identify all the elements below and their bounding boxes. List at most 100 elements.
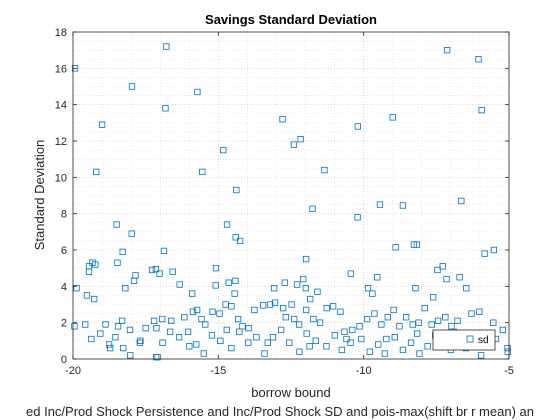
data-point <box>331 332 339 339</box>
data-point <box>159 339 166 346</box>
data-point <box>266 301 274 308</box>
data-point <box>295 321 303 328</box>
data-point <box>424 343 431 350</box>
x-tick-label: -10 <box>356 365 372 377</box>
data-point <box>366 348 373 355</box>
data-point <box>189 290 196 297</box>
chart-title: Savings Standard Deviation <box>205 12 377 27</box>
data-point <box>212 265 220 272</box>
axes-box <box>72 31 510 360</box>
data-point <box>291 315 298 323</box>
data-point <box>175 334 183 341</box>
data-point <box>383 335 390 343</box>
data-point <box>270 284 278 292</box>
data-point <box>442 314 449 321</box>
data-point <box>223 221 231 228</box>
data-point <box>391 334 398 341</box>
data-point <box>91 295 98 303</box>
data-point <box>439 263 446 270</box>
data-point <box>231 290 238 297</box>
y-tick-label: 12 <box>55 136 67 148</box>
data-point <box>152 265 159 273</box>
data-point <box>113 221 120 228</box>
data-point <box>163 43 170 50</box>
data-point <box>122 284 129 292</box>
data-point <box>160 247 168 255</box>
data-point <box>374 274 381 281</box>
data-point <box>323 304 330 312</box>
data-point <box>228 303 235 310</box>
data-point <box>184 328 192 335</box>
data-point <box>169 268 176 275</box>
data-point <box>343 335 350 343</box>
data-point <box>375 341 382 348</box>
data-point <box>475 56 482 63</box>
data-point <box>168 317 175 325</box>
data-point <box>290 141 298 148</box>
data-point <box>282 314 289 321</box>
data-point <box>364 284 372 292</box>
data-point <box>369 290 376 297</box>
data-point <box>239 323 246 330</box>
data-point <box>306 343 313 350</box>
data-point <box>389 114 396 121</box>
legend-label: sd <box>478 335 489 346</box>
data-point <box>82 321 89 328</box>
data-point <box>458 197 465 205</box>
data-point <box>349 326 356 334</box>
data-point <box>504 348 511 355</box>
data-point <box>413 241 421 248</box>
data-point <box>236 328 243 335</box>
data-point <box>415 319 422 326</box>
y-tick-label: 18 <box>55 27 67 39</box>
data-point <box>321 166 328 174</box>
data-point <box>212 282 219 289</box>
legend-box <box>432 329 496 351</box>
data-point <box>347 339 354 346</box>
data-point <box>399 202 407 209</box>
data-point <box>429 294 437 301</box>
data-point <box>136 339 144 346</box>
data-point <box>193 341 200 348</box>
y-tick-label: 0 <box>61 354 67 366</box>
data-point <box>71 65 79 72</box>
data-point <box>97 330 104 337</box>
data-point <box>162 105 169 112</box>
data-point <box>302 306 310 314</box>
data-point <box>490 246 498 254</box>
data-point <box>476 308 483 315</box>
data-point <box>384 314 391 321</box>
data-point <box>220 146 227 154</box>
data-point <box>281 279 289 286</box>
data-point <box>481 250 488 257</box>
data-point <box>293 281 301 288</box>
data-point <box>114 323 122 330</box>
data-point <box>413 330 421 337</box>
data-point <box>126 326 134 334</box>
data-point <box>127 352 134 359</box>
data-point <box>137 337 144 344</box>
legend: sd <box>432 329 496 351</box>
data-point <box>142 324 149 332</box>
data-point <box>303 330 310 337</box>
data-point <box>232 277 239 285</box>
data-point <box>302 284 309 292</box>
data-point <box>286 339 293 346</box>
y-tick-label: 6 <box>61 245 67 257</box>
data-point <box>314 288 321 295</box>
y-tick-label: 8 <box>61 209 67 221</box>
data-point <box>371 310 378 317</box>
data-point <box>198 315 205 323</box>
data-point <box>128 230 135 237</box>
data-point <box>358 335 365 343</box>
y-tick-label: 4 <box>61 281 67 293</box>
data-point <box>392 244 399 251</box>
data-point <box>217 337 224 344</box>
data-point <box>189 308 197 315</box>
data-point <box>310 315 317 323</box>
data-point <box>112 334 119 341</box>
data-point <box>232 234 239 241</box>
data-point <box>114 259 121 266</box>
data-point <box>499 326 507 334</box>
x-axis-label: borrow bound <box>251 385 331 400</box>
